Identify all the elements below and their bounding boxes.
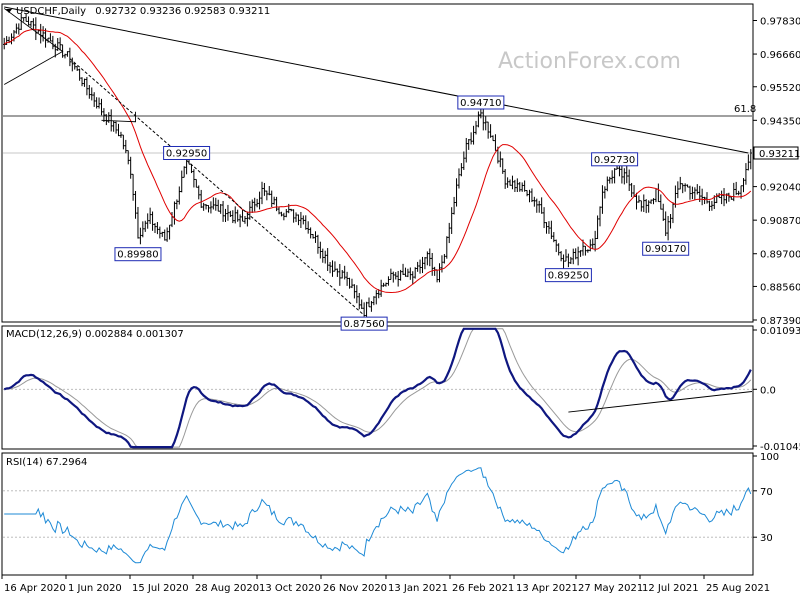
xtick-label-5: 26 Nov 2020 <box>323 583 387 594</box>
macd-ytick-0.0: 0.0 <box>760 385 776 396</box>
rsi-ytick-30: 30 <box>760 533 773 544</box>
moving-average-line <box>3 28 752 294</box>
rsi-ytick-100: 100 <box>760 452 779 463</box>
rsi-title: RSI(14) 67.2964 <box>6 457 87 468</box>
pivot-label-0.92950: 0.92950 <box>166 148 207 159</box>
ytick-label-0.94350: 0.94350 <box>760 116 800 127</box>
ytick-label-0.89700: 0.89700 <box>760 250 800 261</box>
pivot-label-0.89980: 0.89980 <box>117 250 158 261</box>
wedge-pattern-left <box>3 8 64 85</box>
ytick-label-0.87390: 0.87390 <box>760 316 800 327</box>
pivot-label-0.87560: 0.87560 <box>343 319 384 330</box>
pivot-box-2 <box>340 316 388 331</box>
xtick-label-1: 1 Jun 2020 <box>68 583 122 594</box>
macd-title: MACD(12,26,9) 0.002884 0.001307 <box>6 329 184 340</box>
ytick-label-0.95520: 0.95520 <box>760 83 800 94</box>
ohlc-label: 0.92732 0.93236 0.92583 0.93211 <box>95 6 270 17</box>
xtick-label-10: 12 Jul 2021 <box>642 583 699 594</box>
rsi-line <box>4 467 752 564</box>
ytick-label-0.97830: 0.97830 <box>760 16 800 27</box>
macd-main-line <box>3 327 752 449</box>
pivot-box-4 <box>544 268 592 283</box>
macd-signal-line <box>4 328 752 448</box>
macd-ytick-0.010935: 0.010935 <box>760 326 800 337</box>
pivot-label-0.92730: 0.92730 <box>594 155 635 166</box>
macd-ytick--0.010459: -0.010459 <box>760 442 800 453</box>
ytick-label-0.90870: 0.90870 <box>760 216 800 227</box>
xtick-label-0: 16 Apr 2020 <box>4 583 66 594</box>
xtick-label-6: 13 Jan 2021 <box>388 583 448 594</box>
pivot-box-1 <box>114 247 162 262</box>
rsi-panel-frame <box>1 452 754 576</box>
ytick-label-0.88560: 0.88560 <box>760 282 800 293</box>
last-price-tag: 0.93211 <box>759 149 800 160</box>
xtick-label-9: 27 May 2021 <box>578 583 643 594</box>
xtick-label-7: 26 Feb 2021 <box>452 583 514 594</box>
ytick-label-0.96660: 0.96660 <box>760 50 800 61</box>
ytick-label-0.92040: 0.92040 <box>760 183 800 194</box>
main-title: USDCHF,Daily 0.92732 0.93236 0.92583 0.9… <box>16 6 270 17</box>
watermark: ActionForex.com <box>498 49 681 74</box>
pivot-box-3 <box>457 95 505 110</box>
pivot-box-0 <box>163 145 211 160</box>
pivot-label-0.89250: 0.89250 <box>548 271 589 282</box>
symbol-label: USDCHF,Daily <box>16 6 86 17</box>
chart-menu-icon[interactable] <box>6 9 12 13</box>
pivot-box-5 <box>591 152 639 167</box>
fib-label: 61.8 <box>734 104 756 115</box>
xtick-label-2: 15 Jul 2020 <box>132 583 189 594</box>
trendline-dashed-1 <box>69 58 365 316</box>
trendline-solid-0 <box>4 6 749 154</box>
xtick-label-11: 25 Aug 2021 <box>706 583 770 594</box>
pivot-label-0.90170: 0.90170 <box>645 244 686 255</box>
consolidation-box <box>101 111 136 123</box>
xtick-label-4: 13 Oct 2020 <box>259 583 321 594</box>
macd-trendline <box>568 390 753 413</box>
rsi-ytick-70: 70 <box>760 487 773 498</box>
xtick-label-8: 13 Apr 2021 <box>516 583 578 594</box>
xtick-label-3: 28 Aug 2020 <box>195 583 259 594</box>
pivot-box-6 <box>642 241 690 256</box>
pivot-label-0.94710: 0.94710 <box>460 98 501 109</box>
last-price-tag-box <box>753 146 799 160</box>
